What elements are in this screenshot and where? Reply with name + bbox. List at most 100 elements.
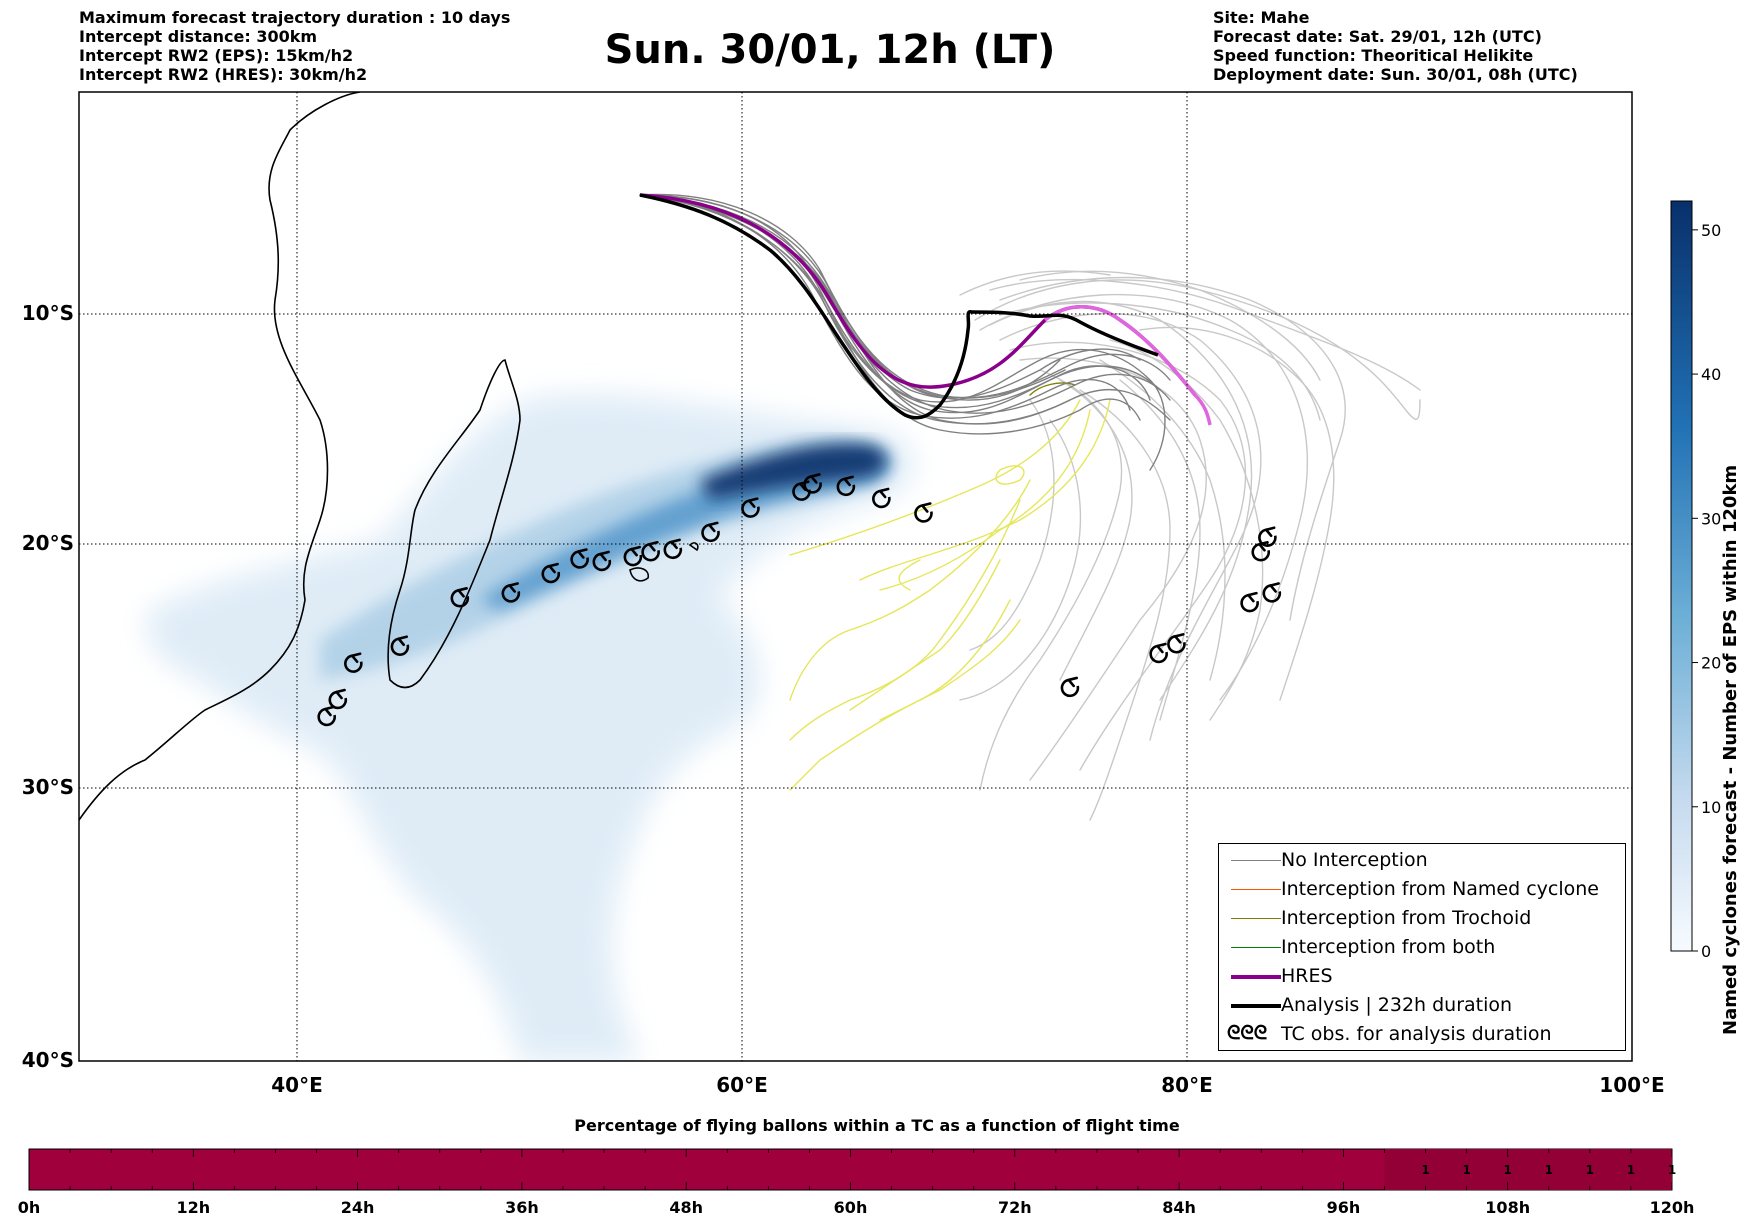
colorbar-gradient (1670, 200, 1693, 952)
tc-obs-symbol-icon (592, 550, 612, 572)
legend: No Interception Interception from Named … (1218, 843, 1626, 1051)
header-right-info: Site: Mahe Forecast date: Sat. 29/01, 12… (1213, 8, 1578, 84)
tc-obs-symbol-icon (623, 545, 643, 567)
tc-obs-symbol-icon (741, 497, 760, 518)
tc-obs-symbol-icon (450, 587, 470, 608)
lon-tick-80e: 80°E (1161, 1073, 1213, 1097)
legend-item-analysis: Analysis | 232h duration (1219, 992, 1625, 1020)
eps-trajectories (639, 193, 1421, 821)
legend-label-tc-obs: TC obs. for analysis duration (1281, 1023, 1552, 1045)
graticule (79, 92, 1632, 1061)
tc-obs-symbol-icon (344, 652, 363, 673)
lon-tick-40e: 40°E (271, 1073, 323, 1097)
density-inner (480, 449, 891, 610)
eps-yellow-members (789, 399, 1111, 791)
tc-obs-symbol-icon (541, 562, 561, 584)
tc-obs-symbol-icon (501, 582, 521, 603)
flight-time-bar-labels: 0h 12h 24h 36h 48h 60h 72h 84h 96h 108h 120h (18, 1198, 1695, 1217)
density-outer (146, 394, 914, 1061)
flight-time-bar-values: 1 1 1 1 1 1 1 (1421, 1163, 1676, 1177)
legend-label-no-interception: No Interception (1281, 849, 1428, 871)
legend-label-named-cyclone: Interception from Named cyclone (1281, 878, 1599, 900)
density-core (700, 443, 887, 500)
colorbar-tick-label: 30 (1701, 509, 1721, 528)
coastlines (79, 92, 699, 821)
lat-tick-40s: 40°S (22, 1048, 74, 1072)
flight-bar-value: 1 (1504, 1163, 1512, 1177)
header-left-line-1: Maximum forecast trajectory duration : 1… (79, 8, 511, 27)
legend-label-trochoid: Interception from Trochoid (1281, 907, 1532, 929)
header-right-line-2: Forecast date: Sat. 29/01, 12h (UTC) (1213, 27, 1542, 46)
legend-item-tc-obs: ᘓᘓᘓ TC obs. for analysis duration (1219, 1021, 1625, 1049)
legend-swatch-hres (1231, 975, 1281, 979)
flight-bar-tick-label: 96h (1327, 1198, 1361, 1217)
tc-obs-symbol-icon (836, 475, 856, 497)
coast-mauritius (629, 567, 650, 582)
tc-observations (317, 473, 1282, 727)
colorbar-tick-label: 40 (1701, 365, 1721, 384)
header-left-info: Maximum forecast trajectory duration : 1… (79, 8, 510, 84)
flight-bar-value: 1 (1586, 1163, 1594, 1177)
legend-swatch-analysis (1231, 1004, 1281, 1008)
flight-bar-value: 1 (1668, 1163, 1676, 1177)
flight-bar-tick-label: 0h (18, 1198, 41, 1217)
tc-obs-symbol-icon (914, 502, 933, 523)
axis-tick-labels: 10°S 20°S 30°S 40°S 40°E 60°E 80°E 100°E (22, 301, 1665, 1097)
lat-tick-30s: 30°S (22, 775, 74, 799)
flight-bar-value: 1 (1462, 1163, 1470, 1177)
tc-obs-symbol-icon (803, 473, 822, 494)
lon-tick-100e: 100°E (1599, 1073, 1664, 1097)
flight-time-bar: 1 1 1 1 1 1 1 0h 12h 24h 36h 48h 60h 72h 84h 96h 108h 12… (18, 1148, 1695, 1217)
lat-tick-10s: 10°S (22, 301, 74, 325)
flight-bar-value: 1 (1545, 1163, 1553, 1177)
flight-time-bar-title: Percentage of flying ballons within a TC… (574, 1116, 1180, 1135)
tc-obs-symbol-icon (701, 521, 720, 543)
tc-obs-symbol-icon (1060, 676, 1080, 698)
hres-trajectory-late (1043, 305, 1212, 426)
flight-bar-tick-label: 36h (505, 1198, 539, 1217)
eps-trochoid-interception (1029, 382, 1076, 396)
tc-obs-symbol-icon (570, 548, 589, 569)
flight-bar-value: 1 (1627, 1163, 1635, 1177)
coast-madagascar (387, 359, 521, 689)
flight-bar-tick-label: 120h (1650, 1198, 1695, 1217)
flight-bar-tick-label: 108h (1485, 1198, 1530, 1217)
legend-label-hres: HRES (1281, 965, 1333, 987)
flight-bar-tick-label: 72h (998, 1198, 1032, 1217)
tc-obs-symbol-icon (641, 540, 660, 562)
flight-bar-tick-label: 12h (176, 1198, 210, 1217)
map-title: Sun. 30/01, 12h (LT) (604, 27, 1056, 73)
colorbar: 0 10 20 30 40 50 (1670, 200, 1721, 961)
legend-item-trochoid: Interception from Trochoid (1219, 905, 1625, 933)
lat-tick-20s: 20°S (22, 531, 74, 555)
tc-obs-symbol-icon (872, 487, 891, 509)
tc-obs-symbol-icon (390, 635, 410, 656)
legend-label-both: Interception from both (1281, 936, 1496, 958)
tc-obs-symbol-icon (1167, 633, 1186, 654)
header-right-line-1: Site: Mahe (1213, 8, 1310, 27)
header-left-line-2: Intercept distance: 300km (79, 27, 318, 46)
lon-tick-60e: 60°E (716, 1073, 768, 1097)
colorbar-ticks: 0 10 20 30 40 50 (1692, 221, 1721, 961)
flight-bar-value: 1 (1421, 1163, 1429, 1177)
tc-obs-symbol-icon (328, 688, 348, 710)
colorbar-tick-label: 20 (1701, 654, 1721, 673)
colorbar-tick-label: 10 (1701, 798, 1721, 817)
flight-bar-tick-label: 48h (669, 1198, 703, 1217)
flight-time-bar-ticks (28, 1149, 1673, 1190)
header-left-line-4: Intercept RW2 (HRES): 30km/h2 (79, 65, 368, 84)
flight-bar-tick-label: 24h (341, 1198, 375, 1217)
legend-swatch-no-interception (1231, 860, 1281, 861)
legend-item-named-cyclone: Interception from Named cyclone (1219, 876, 1625, 904)
colorbar-label: Named cyclones forecast - Number of EPS … (1720, 464, 1741, 1035)
legend-swatch-both (1231, 947, 1281, 948)
tc-obs-symbol-icon (1240, 591, 1259, 613)
cyclone-density-field (146, 394, 914, 1061)
legend-item-hres: HRES (1219, 963, 1625, 991)
header-right-line-3: Speed function: Theoritical Helikite (1213, 46, 1534, 65)
coast-africa (79, 92, 361, 821)
flight-bar-tick-label: 84h (1162, 1198, 1196, 1217)
legend-item-both: Interception from both (1219, 934, 1625, 962)
tc-obs-symbol-icon (1258, 526, 1277, 547)
